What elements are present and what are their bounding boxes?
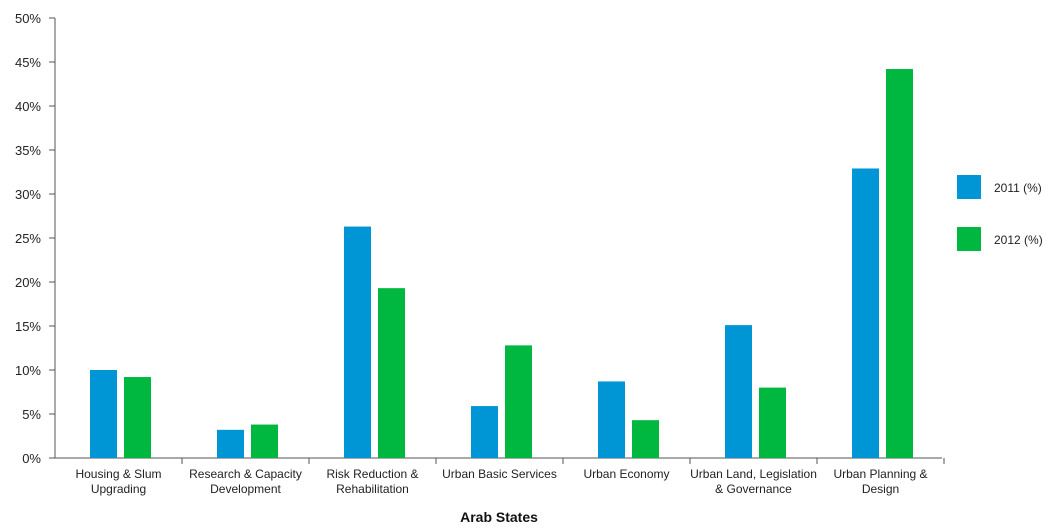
legend-label: 2011 (%) (994, 181, 1042, 195)
bar-2012 (632, 420, 659, 458)
y-tick-label: 35% (15, 143, 41, 158)
bar-2012 (759, 387, 786, 458)
legend-swatch (957, 175, 981, 199)
y-tick-label: 50% (15, 11, 41, 26)
x-axis (55, 457, 945, 464)
category-label: Risk Reduction & Rehabilitation (326, 467, 418, 496)
bar-2012 (378, 288, 405, 458)
legend-swatch (957, 227, 981, 251)
y-tick-label: 25% (15, 231, 41, 246)
legend-label: 2012 (%) (994, 233, 1043, 247)
bar-2011 (90, 370, 117, 458)
category-labels: Housing & Slum Upgrading Research & Capaci… (75, 467, 927, 496)
category-label: Urban Economy (583, 467, 669, 481)
bar-2012 (505, 345, 532, 458)
category-label: Research & Capacity Development (189, 467, 302, 496)
bar-2012 (124, 377, 151, 458)
y-tick-label: 20% (15, 275, 41, 290)
y-tick-label: 0% (22, 451, 41, 466)
y-tick-label: 15% (15, 319, 41, 334)
legend: 2011 (%) 2012 (%) (957, 175, 1043, 251)
bars (90, 69, 913, 459)
category-label: Housing & Slum Upgrading (75, 467, 161, 496)
bar-2012 (251, 424, 278, 458)
y-tick-label: 10% (15, 363, 41, 378)
bar-2011 (471, 406, 498, 458)
y-axis: 0% 5% 10% 15% 20% 25% 30% 35% 40% 45% 50% (15, 11, 56, 466)
x-axis-title: Arab States (460, 509, 538, 525)
bar-2011 (344, 226, 371, 458)
y-tick-label: 30% (15, 187, 41, 202)
bar-2011 (217, 429, 244, 458)
y-tick-label: 5% (22, 407, 41, 422)
bar-2011 (852, 168, 879, 459)
category-label: Urban Land, Legislation & Governance (690, 467, 817, 496)
bar-2012 (886, 69, 913, 458)
bar-2011 (725, 325, 752, 458)
y-tick-label: 45% (15, 55, 41, 70)
category-label: Urban Basic Services (442, 467, 557, 481)
y-tick-label: 40% (15, 99, 41, 114)
bar-2011 (598, 381, 625, 458)
category-label: Urban Planning & Design (833, 467, 927, 496)
